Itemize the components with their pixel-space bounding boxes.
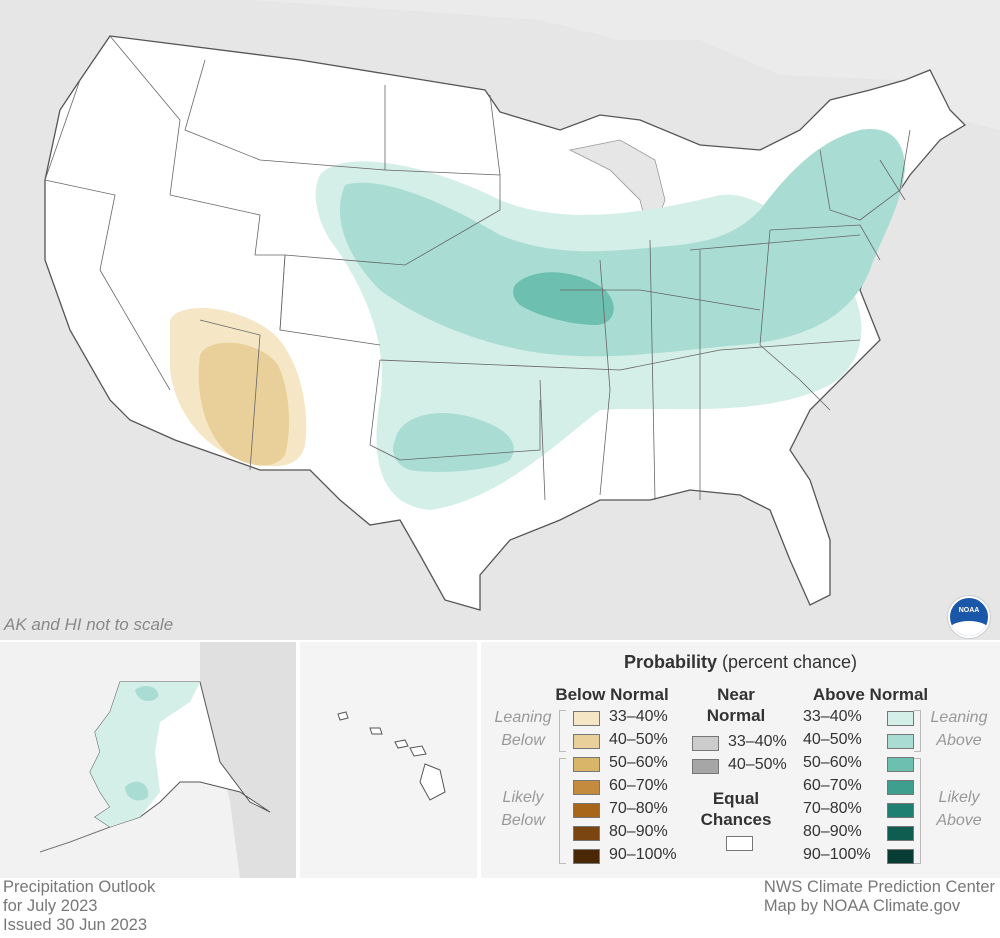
near-normal-items: 33–40% 40–50% (692, 733, 802, 783)
below-normal-items: 33–40% 40–50% 50–60% 60–70% 70–80% 80–90% 90–1… (573, 708, 693, 868)
near-label-0: 33–40% (728, 733, 787, 750)
below-label-3: 60–70% (609, 777, 668, 794)
map-title: Precipitation Outlook (3, 878, 156, 896)
below-swatch-0 (573, 711, 600, 726)
conus-map (0, 0, 1000, 611)
molokai-island (394, 739, 409, 749)
below-swatch-2 (573, 757, 600, 772)
above-label-2: 50–60% (803, 754, 862, 771)
above-40-50-texas (393, 412, 514, 472)
likely-above-label: Likely Above (936, 789, 982, 829)
likely-below-bracket (559, 758, 566, 864)
leaning-above-bracket (914, 710, 921, 752)
below-label-2: 50–60% (609, 754, 668, 771)
above-swatch-4 (887, 803, 914, 818)
leaning-above-label: Leaning Above (930, 709, 988, 749)
below-normal-heading: Below Normal (555, 685, 669, 704)
kauai-island (337, 711, 349, 721)
hawaii-map (337, 711, 446, 801)
noaa-logo-icon: NOAA (948, 596, 990, 638)
leaning-below-bracket (559, 710, 566, 752)
below-label-5: 80–90% (609, 823, 668, 840)
above-swatch-5 (887, 826, 914, 841)
footer-left: Precipitation Outlook for July 2023 Issu… (3, 878, 155, 935)
above-label-0: 33–40% (803, 708, 862, 725)
below-label-0: 33–40% (609, 708, 668, 725)
above-label-5: 80–90% (803, 823, 862, 840)
hawaii-inset (300, 642, 477, 878)
above-label-6: 90–100% (803, 846, 871, 863)
equal-chances-swatch (726, 836, 753, 851)
state-borders (44, 35, 911, 501)
scale-note: AK and HI not to scale (4, 615, 174, 634)
oahu-island (369, 727, 383, 735)
alaska-above-33-40 (90, 682, 200, 827)
near-swatch-1 (692, 759, 719, 774)
footer-right: NWS Climate Prediction Center Map by NOA… (764, 878, 995, 916)
legend: Probability (percent chance) Below Norma… (481, 642, 1000, 878)
below-label-6: 90–100% (609, 846, 677, 863)
likely-above-bracket (914, 758, 921, 864)
below-swatch-1 (573, 734, 600, 749)
canada-yukon-land (200, 642, 296, 878)
near-normal-heading: Near Normal (706, 685, 766, 725)
alaska-inset (0, 642, 296, 878)
below-swatch-5 (573, 826, 600, 841)
near-swatch-0 (692, 736, 719, 751)
canada-land (0, 0, 1000, 130)
big-island (419, 763, 446, 801)
above-swatch-1 (887, 734, 914, 749)
below-swatch-6 (573, 849, 600, 864)
legend-title: Probability (percent chance) (623, 652, 858, 672)
main-map (0, 0, 1000, 640)
above-label-3: 60–70% (803, 777, 862, 794)
below-label-4: 70–80% (609, 800, 668, 817)
maui-island (409, 745, 427, 757)
map-issued: Issued 30 Jun 2023 (3, 916, 148, 934)
above-label-1: 40–50% (803, 731, 862, 748)
map-period: for July 2023 (3, 897, 98, 915)
near-label-1: 40–50% (728, 756, 787, 773)
credit-climate-gov: Map by NOAA Climate.gov (763, 897, 961, 915)
alaska-map (39, 642, 296, 878)
leaning-below-label: Leaning Below (494, 709, 552, 749)
above-normal-items: 33–40% 40–50% 50–60% 60–70% 70–80% 80–90% 90–1… (803, 708, 923, 868)
noaa-logo-wave (950, 621, 988, 636)
equal-chances-heading: Equal Chances (700, 789, 772, 829)
noaa-logo-text: NOAA (958, 607, 980, 614)
below-swatch-4 (573, 803, 600, 818)
below-label-1: 40–50% (609, 731, 668, 748)
alaska-above-40-50-north (135, 686, 159, 702)
below-40-50-region (198, 342, 290, 466)
above-swatch-2 (887, 757, 914, 772)
likely-below-label: Likely Below (501, 789, 545, 829)
above-normal-heading: Above Normal (812, 685, 929, 704)
above-50-60-region (513, 272, 614, 325)
aleutian-islands (39, 826, 111, 853)
alaska-above-40-50-south (125, 781, 149, 801)
above-swatch-0 (887, 711, 914, 726)
above-swatch-3 (887, 780, 914, 795)
below-swatch-3 (573, 780, 600, 795)
credit-cpc: NWS Climate Prediction Center (763, 878, 995, 896)
above-swatch-6 (887, 849, 914, 864)
above-label-4: 70–80% (803, 800, 862, 817)
